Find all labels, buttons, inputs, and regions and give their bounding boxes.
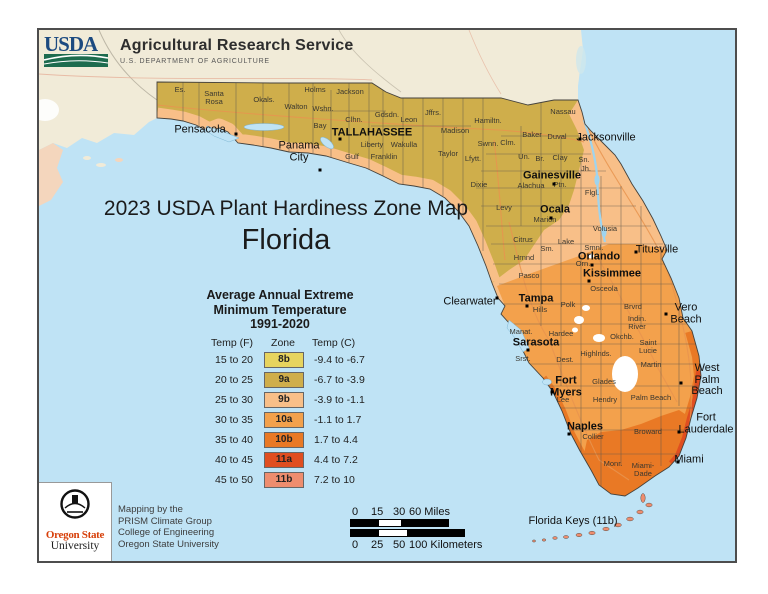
legend-row: 15 to 20 8b -9.4 to -6.7 [181,350,365,370]
legend-lf: 40 to 45 [215,454,253,466]
legend-title: Average Annual Extreme Minimum Temperatu… [180,288,380,332]
map-title-line: 2023 USDA Plant Hardiness Zone Map [103,197,469,220]
bays [204,123,552,386]
scale-miles-end: 60 Miles [409,506,450,518]
legend-lf: 45 to 50 [215,474,253,486]
scale-km-tick: 25 [371,539,384,551]
legend-header-zone: Zone [271,337,295,349]
legend-lf: 30 to 35 [215,414,253,426]
legend-title-line: Average Annual Extreme [206,288,354,302]
legend-lchip: 10b [264,432,304,448]
legend-title-line: 1991-2020 [250,317,310,331]
legend-lchip: 11a [264,452,304,468]
florida-coastline [156,81,702,497]
legend-lc: -1.1 to 1.7 [314,414,362,426]
map-title-state: Florida [241,224,331,256]
other-state-land [39,30,586,206]
legend-row: 20 to 25 9a -6.7 to -3.9 [181,370,365,390]
osu-university: University [50,540,100,552]
attribution-line: Oregon State University [118,538,219,550]
attribution-text: Mapping by the PRISM Climate Group Colle… [118,504,219,550]
agency-title: Agricultural Research Service [120,37,354,54]
usda-logo: USDA [44,34,109,67]
attribution-line: PRISM Climate Group [118,515,212,527]
scale-km-tick: 0 [352,539,359,551]
osu-name: Oregon State [45,529,105,541]
legend-rows: 15 to 20 8b -9.4 to -6.7 20 to 25 9a -6.7 to … [181,350,365,490]
scale-miles-tick: 30 [393,506,406,518]
usda-header: USDA Agricultural Research Service U.S. … [44,34,353,70]
legend-lf: 20 to 25 [215,374,253,386]
legend-lf: 25 to 30 [215,394,253,406]
scale-miles-tick: 15 [371,506,384,518]
usda-logo-text: USDA [44,34,99,56]
osu-crest-icon [60,489,90,519]
attribution-line: Mapping by the [118,504,183,515]
legend-lc: -9.4 to -6.7 [314,354,365,366]
map-title: 2023 USDA Plant Hardiness Zone Map Flori… [96,197,476,257]
scale-bar-km [350,529,465,537]
legend-row: 40 to 45 11a 4.4 to 7.2 [181,450,365,470]
legend-row: 25 to 30 9b -3.9 to -1.1 [181,390,365,410]
florida-keys [532,493,653,543]
attribution-line: College of Engineering [118,527,215,538]
legend-lchip: 9a [264,372,304,388]
department-subtitle: U.S. DEPARTMENT OF AGRICULTURE [120,58,270,65]
florida-hardiness-map: USDA Agricultural Research Service U.S. … [37,28,737,563]
legend-lf: 35 to 40 [215,434,253,446]
osu-logo-box: Oregon State University [39,482,112,561]
scale-km-end: 100 Kilometers [409,539,483,551]
scale-miles-tick: 0 [352,506,359,518]
scale-bar-miles [350,519,449,527]
legend-row: 30 to 35 10a -1.1 to 1.7 [181,410,365,430]
county-borders [182,82,699,486]
legend-row: 45 to 50 11b 7.2 to 10 [181,470,365,490]
legend-lchip: 11b [264,472,304,488]
legend-lchip: 9b [264,392,304,408]
map-canvas [39,30,702,543]
legend-lchip: 8b [264,352,304,368]
legend-lf: 15 to 20 [215,354,253,366]
lake-okeechobee [572,253,638,392]
scale-km-tick: 50 [393,539,406,551]
legend-row: 35 to 40 10b 1.7 to 4.4 [181,430,365,450]
legend-header-f: Temp (F) [211,337,253,349]
legend-header-c: Temp (C) [312,337,356,349]
zone-10b-region [584,410,691,496]
legend-title-line: Minimum Temperature [213,302,347,317]
legend-lchip: 10a [264,412,304,428]
legend-lc: 1.7 to 4.4 [314,434,358,446]
legend-lc: -3.9 to -1.1 [314,394,365,406]
legend-header-row: Temp (F) Zone Temp (C) [181,333,355,353]
legend-lc: 4.4 to 7.2 [314,454,358,466]
legend-lc: -6.7 to -3.9 [314,374,365,386]
legend-lc: 7.2 to 10 [314,474,355,486]
st-johns-river [582,119,607,243]
